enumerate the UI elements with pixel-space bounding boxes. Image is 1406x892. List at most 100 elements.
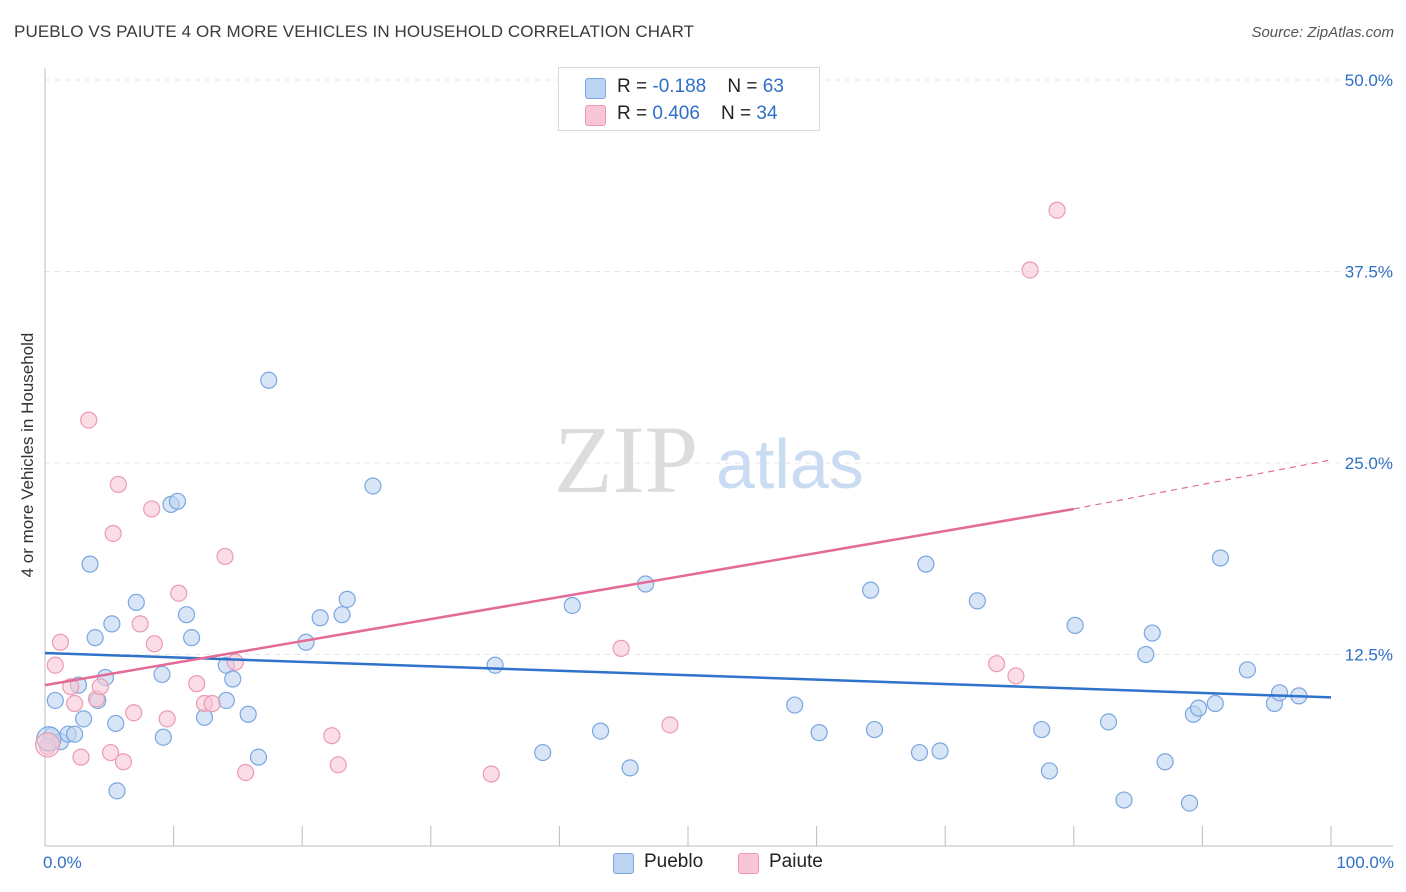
paiute-point[interactable] xyxy=(1007,667,1025,685)
legend-label-paiute: Paiute xyxy=(769,851,823,872)
pueblo-point[interactable] xyxy=(154,728,172,746)
legend-label-pueblo: Pueblo xyxy=(644,851,704,872)
pueblo-point[interactable] xyxy=(486,656,504,674)
pueblo-point[interactable] xyxy=(217,691,235,710)
y-tick-label: 50.0% xyxy=(1345,71,1393,90)
paiute-point[interactable] xyxy=(329,756,347,774)
pueblo-point[interactable] xyxy=(591,722,610,740)
pueblo-point[interactable] xyxy=(153,665,171,684)
pueblo-point[interactable] xyxy=(786,696,804,714)
paiute-point[interactable] xyxy=(482,765,500,783)
pueblo-point[interactable] xyxy=(1206,694,1224,713)
axes xyxy=(44,68,1393,847)
pueblo-point[interactable] xyxy=(1040,762,1058,780)
paiute-point[interactable] xyxy=(143,500,161,518)
pueblo-point[interactable] xyxy=(534,743,552,762)
x-tick-label-min: 0.0% xyxy=(43,853,82,872)
paiute-swatch xyxy=(585,105,606,126)
paiute-point[interactable] xyxy=(101,743,120,762)
pueblo-point[interactable] xyxy=(183,629,201,647)
pueblo-swatch xyxy=(585,78,606,99)
paiute-trend-line xyxy=(44,507,1075,687)
paiute-point[interactable] xyxy=(114,753,133,771)
pueblo-point[interactable] xyxy=(1211,549,1230,567)
pueblo-point[interactable] xyxy=(1143,624,1161,642)
pueblo-trend-line xyxy=(44,651,1332,699)
paiute-point[interactable] xyxy=(131,615,149,633)
pueblo-point[interactable] xyxy=(1238,661,1257,679)
paiute-point[interactable] xyxy=(661,716,679,734)
pueblo-point[interactable] xyxy=(968,592,986,610)
pueblo-point[interactable] xyxy=(239,705,257,723)
paiute-point[interactable] xyxy=(125,704,143,722)
paiute-point[interactable] xyxy=(612,639,630,657)
pueblo-point[interactable] xyxy=(862,581,880,599)
watermark: ZIP atlas xyxy=(554,406,864,513)
paiute-point[interactable] xyxy=(145,635,163,653)
pueblo-point[interactable] xyxy=(917,555,935,573)
paiute-point[interactable] xyxy=(46,656,64,674)
pueblo-point[interactable] xyxy=(364,477,382,495)
pueblo-point[interactable] xyxy=(108,782,126,800)
paiute-point[interactable] xyxy=(72,748,90,766)
paiute-point[interactable] xyxy=(988,655,1006,673)
pueblo-point[interactable] xyxy=(177,606,196,624)
pueblo-point[interactable] xyxy=(1270,684,1289,702)
pueblo-point[interactable] xyxy=(74,710,93,728)
pueblo-point[interactable] xyxy=(338,590,356,608)
y-tick-label: 37.5% xyxy=(1345,263,1393,282)
pueblo-point[interactable] xyxy=(103,615,121,633)
paiute-point[interactable] xyxy=(80,411,98,429)
paiute-point[interactable] xyxy=(91,678,109,696)
paiute-point[interactable] xyxy=(170,584,188,602)
pueblo-point[interactable] xyxy=(563,596,581,615)
paiute-point[interactable] xyxy=(1048,201,1066,219)
pueblo-point[interactable] xyxy=(810,724,828,742)
pueblo-point[interactable] xyxy=(865,720,884,739)
pueblo-point[interactable] xyxy=(86,629,104,647)
pueblo-point[interactable] xyxy=(311,609,329,627)
pueblo-point[interactable] xyxy=(931,742,949,760)
legend-n-value-pueblo: 63 xyxy=(762,76,784,97)
paiute-point[interactable] xyxy=(226,653,244,671)
pueblo-point[interactable] xyxy=(1189,699,1208,717)
pueblo-point[interactable] xyxy=(107,714,125,733)
pueblo-point[interactable] xyxy=(1115,791,1133,809)
stats-legend: R = -0.188 N = 63 R = 0.406 N = 34 xyxy=(558,67,820,131)
pueblo-point[interactable] xyxy=(81,555,99,573)
paiute-point[interactable] xyxy=(203,694,221,713)
pueblo-point[interactable] xyxy=(46,691,64,710)
pueblo-point[interactable] xyxy=(249,748,268,766)
pueblo-point[interactable] xyxy=(1099,713,1118,731)
paiute-point[interactable] xyxy=(51,633,70,651)
paiute-point[interactable] xyxy=(1021,261,1039,279)
pueblo-point[interactable] xyxy=(1137,645,1155,664)
pueblo-point[interactable] xyxy=(1066,616,1084,634)
paiute-point[interactable] xyxy=(188,675,206,693)
pueblo-point[interactable] xyxy=(168,492,187,510)
pueblo-point[interactable] xyxy=(333,606,351,624)
pueblo-point[interactable] xyxy=(1180,794,1199,812)
paiute-point[interactable] xyxy=(34,732,61,758)
pueblo-point[interactable] xyxy=(260,371,278,389)
paiute-point[interactable] xyxy=(323,727,341,745)
paiute-point[interactable] xyxy=(216,547,234,566)
watermark-atlas: atlas xyxy=(716,425,864,503)
pueblo-point[interactable] xyxy=(1033,720,1051,739)
pueblo-point[interactable] xyxy=(621,759,639,777)
paiute-point[interactable] xyxy=(104,524,122,543)
legend-r-label: R = xyxy=(617,76,653,97)
pueblo-point[interactable] xyxy=(910,743,929,762)
legend-r-label: R = xyxy=(617,103,653,124)
source-credit[interactable]: Source: ZipAtlas.com xyxy=(1251,24,1394,41)
paiute-point[interactable] xyxy=(109,475,127,494)
paiute-point[interactable] xyxy=(237,763,255,782)
legend-r-value-pueblo: -0.188 xyxy=(652,76,707,97)
paiute-point[interactable] xyxy=(158,710,176,728)
pueblo-point[interactable] xyxy=(127,593,145,612)
grid-lines xyxy=(45,79,1393,655)
pueblo-point[interactable] xyxy=(1156,753,1174,771)
pueblo-point[interactable] xyxy=(65,725,84,743)
paiute-point[interactable] xyxy=(65,694,84,713)
pueblo-point[interactable] xyxy=(224,670,242,688)
